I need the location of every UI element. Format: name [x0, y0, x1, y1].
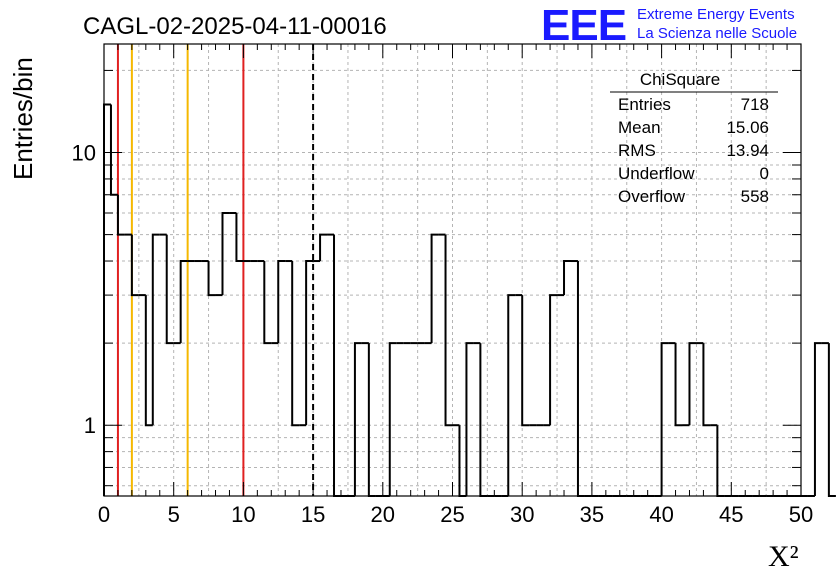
reference-lines [116, 44, 315, 496]
x-tick-label: 50 [789, 502, 813, 527]
histogram-bin [388, 342, 397, 496]
x-tick-label: 35 [580, 502, 604, 527]
histogram-bin [479, 343, 488, 497]
histogram-bin [549, 294, 558, 426]
histogram-bin [444, 234, 453, 427]
eee-logo: EEE Extreme Energy Events La Scienza nel… [541, 1, 797, 50]
stats-row-label: Entries [618, 95, 671, 114]
histogram-bin [130, 234, 139, 297]
x-tick-label: 10 [231, 502, 255, 527]
histogram-bin [235, 213, 244, 263]
histogram-bin [333, 234, 341, 497]
histogram-bin [207, 261, 216, 297]
stats-row-label: Underflow [618, 164, 695, 183]
histogram-bin [291, 261, 300, 427]
histogram-bin [221, 212, 230, 296]
histogram-bin [660, 342, 669, 496]
x-tick-label: 25 [440, 502, 464, 527]
axis-ticks: 0 5 10 15 20 25 30 35 40 45 50 1 10 [72, 44, 813, 527]
histogram-bin [109, 104, 118, 196]
logo-line-2: La Scienza nelle Scuole [637, 25, 797, 42]
stats-row-value: 13.94 [726, 141, 769, 160]
histogram-bin [151, 233, 160, 426]
stats-row-value: 558 [741, 187, 769, 206]
histogram-bin [367, 343, 376, 497]
histogram-bin [144, 295, 153, 427]
histogram-bin [563, 260, 571, 296]
x-tick-label: 0 [98, 502, 110, 527]
chart-title: CAGL-02-2025-04-11-00016 [83, 13, 387, 40]
histogram-bin [827, 343, 836, 497]
eee-logo-text: EEE [541, 1, 626, 50]
histogram-bin [576, 261, 585, 497]
stats-row-value: 0 [760, 164, 769, 183]
stats-row-label: RMS [618, 141, 656, 160]
histogram-bin [813, 342, 822, 496]
histogram-bin [116, 194, 125, 236]
stats-row-label: Overflow [618, 187, 686, 206]
histogram-bin [507, 294, 516, 496]
histogram-bin [263, 261, 272, 345]
logo-line-1: Extreme Energy Events [637, 6, 795, 23]
x-tick-label: 30 [510, 502, 534, 527]
stats-title: ChiSquare [640, 70, 720, 89]
x-tick-label: 15 [301, 502, 325, 527]
histogram-bin [305, 260, 314, 426]
histogram-bin [674, 343, 683, 427]
stats-row-value: 15.06 [726, 118, 769, 137]
x-tick-label: 5 [168, 502, 180, 527]
stats-row-label: Mean [618, 118, 661, 137]
histogram-bin [179, 260, 188, 344]
x-tick-label: 20 [371, 502, 395, 527]
y-tick-label: 10 [72, 141, 96, 166]
histogram-bin [430, 233, 439, 344]
histogram-bin [165, 234, 174, 345]
histogram-bin [353, 342, 362, 496]
histogram-bin [277, 260, 286, 344]
y-axis-label: Entries/bin [8, 57, 38, 180]
stats-row-value: 718 [741, 95, 769, 114]
x-axis-label: X² [768, 540, 799, 572]
y-tick-label: 1 [84, 413, 96, 438]
x-tick-label: 45 [719, 502, 743, 527]
histogram-bin [319, 233, 328, 262]
histogram-bin [688, 342, 697, 426]
x-tick-label: 40 [649, 502, 673, 527]
histogram-bin [465, 342, 474, 496]
stats-box: ChiSquare Entries 718 Mean 15.06 RMS 13.94 Und… [610, 70, 778, 206]
histogram-bin [702, 343, 711, 427]
histogram-bin [521, 295, 530, 427]
plot-frame [103, 43, 802, 497]
